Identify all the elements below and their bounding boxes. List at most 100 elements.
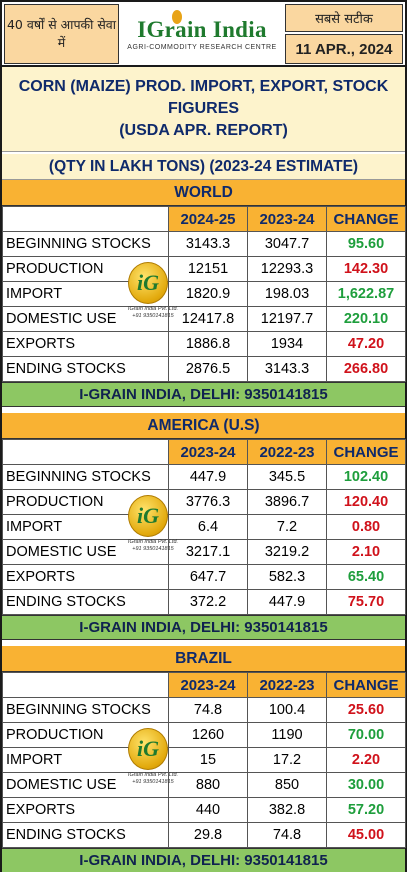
value-cell: 345.5	[247, 464, 327, 490]
table-row: IMPORT 1820.9 198.03 1,622.87	[2, 281, 406, 307]
value-cell: 74.8	[168, 697, 248, 723]
value-cell: 647.7	[168, 564, 248, 590]
row-label: PRODUCTION	[2, 256, 169, 282]
change-cell: 120.40	[326, 489, 406, 515]
value-cell: 100.4	[247, 697, 327, 723]
table-header-row: 2024-25 2023-24 CHANGE	[2, 206, 406, 232]
value-cell: 12293.3	[247, 256, 327, 282]
value-cell: 12417.8	[168, 306, 248, 332]
change-cell: 220.10	[326, 306, 406, 332]
value-cell: 3143.3	[247, 356, 327, 382]
change-cell: 30.00	[326, 772, 406, 798]
row-label: ENDING STOCKS	[2, 589, 169, 615]
table-row: DOMESTIC USE 880 850 30.00	[2, 772, 406, 798]
change-cell: 266.80	[326, 356, 406, 382]
table-row: ENDING STOCKS 372.2 447.9 75.70	[2, 589, 406, 615]
table-row: BEGINNING STOCKS 74.8 100.4 25.60	[2, 697, 406, 723]
contact-footer: I-GRAIN INDIA, DELHI: 9350141815	[2, 848, 405, 872]
value-cell: 12151	[168, 256, 248, 282]
data-table: 2023-24 2022-23 CHANGE BEGINNING STOCKS 447.…	[2, 439, 406, 615]
header-blank-cell	[2, 439, 169, 465]
value-cell: 3776.3	[168, 489, 248, 515]
title-line-1: CORN (MAIZE) PROD. IMPORT, EXPORT, STOCK	[18, 78, 389, 95]
data-table: 2024-25 2023-24 CHANGE BEGINNING STOCKS 3143…	[2, 206, 406, 382]
change-cell: 45.00	[326, 822, 406, 848]
value-cell: 440	[168, 797, 248, 823]
value-cell: 447.9	[168, 464, 248, 490]
brand-logo: IGrain India AGRI-COMMODITY RESEARCH CEN…	[122, 4, 282, 64]
change-cell: 65.40	[326, 564, 406, 590]
contact-footer: I-GRAIN INDIA, DELHI: 9350141815	[2, 615, 405, 640]
brand-title: IGrain India	[137, 17, 267, 42]
table-row: IMPORT 15 17.2 2.20	[2, 747, 406, 773]
row-label: PRODUCTION	[2, 489, 169, 515]
row-label: IMPORT	[2, 514, 169, 540]
value-cell: 447.9	[247, 589, 327, 615]
value-cell: 582.3	[247, 564, 327, 590]
column-header: 2023-24	[168, 672, 248, 698]
grain-icon	[172, 10, 182, 24]
table-row: DOMESTIC USE 3217.1 3219.2 2.10	[2, 539, 406, 565]
data-table: 2023-24 2022-23 CHANGE BEGINNING STOCKS 74.8…	[2, 672, 406, 848]
change-cell: 75.70	[326, 589, 406, 615]
change-cell: 2.20	[326, 747, 406, 773]
column-header: 2023-24	[247, 206, 327, 232]
change-cell: 2.10	[326, 539, 406, 565]
value-cell: 15	[168, 747, 248, 773]
change-cell: 102.40	[326, 464, 406, 490]
row-label: IMPORT	[2, 281, 169, 307]
row-label: BEGINNING STOCKS	[2, 697, 169, 723]
value-cell: 382.8	[247, 797, 327, 823]
value-cell: 1886.8	[168, 331, 248, 357]
value-cell: 29.8	[168, 822, 248, 848]
table-row: PRODUCTION 3776.3 3896.7 120.40	[2, 489, 406, 515]
change-cell: 70.00	[326, 722, 406, 748]
value-cell: 198.03	[247, 281, 327, 307]
section-title: AMERICA (U.S)	[2, 413, 405, 439]
value-cell: 3217.1	[168, 539, 248, 565]
table-header-row: 2023-24 2022-23 CHANGE	[2, 439, 406, 465]
value-cell: 6.4	[168, 514, 248, 540]
value-cell: 12197.7	[247, 306, 327, 332]
change-cell: 0.80	[326, 514, 406, 540]
column-header: CHANGE	[326, 206, 406, 232]
column-header: 2022-23	[247, 439, 327, 465]
value-cell: 850	[247, 772, 327, 798]
table-row: EXPORTS 647.7 582.3 65.40	[2, 564, 406, 590]
table-row: BEGINNING STOCKS 447.9 345.5 102.40	[2, 464, 406, 490]
row-label: DOMESTIC USE	[2, 306, 169, 332]
change-cell: 25.60	[326, 697, 406, 723]
value-cell: 2876.5	[168, 356, 248, 382]
row-label: IMPORT	[2, 747, 169, 773]
value-cell: 1934	[247, 331, 327, 357]
value-cell: 3896.7	[247, 489, 327, 515]
table-row: BEGINNING STOCKS 3143.3 3047.7 95.60	[2, 231, 406, 257]
row-label: PRODUCTION	[2, 722, 169, 748]
value-cell: 3047.7	[247, 231, 327, 257]
row-label: ENDING STOCKS	[2, 356, 169, 382]
accuracy-badge: सबसे सटीक	[285, 4, 403, 32]
quantity-unit-note: (QTY IN LAKH TONS) (2023-24 ESTIMATE)	[2, 154, 405, 180]
table-row: PRODUCTION 12151 12293.3 142.30	[2, 256, 406, 282]
value-cell: 1190	[247, 722, 327, 748]
column-header: CHANGE	[326, 439, 406, 465]
title-line-2: FIGURES	[167, 100, 240, 117]
row-label: DOMESTIC USE	[2, 772, 169, 798]
value-cell: 880	[168, 772, 248, 798]
table-row: ENDING STOCKS 29.8 74.8 45.00	[2, 822, 406, 848]
value-cell: 1260	[168, 722, 248, 748]
change-cell: 142.30	[326, 256, 406, 282]
header: 40 वर्षों से आपकी सेवा में IGrain India …	[2, 2, 405, 67]
table-header-row: 2023-24 2022-23 CHANGE	[2, 672, 406, 698]
value-cell: 3143.3	[168, 231, 248, 257]
report-title: CORN (MAIZE) PROD. IMPORT, EXPORT, STOCK…	[2, 67, 405, 152]
table-row: DOMESTIC USE 12417.8 12197.7 220.10	[2, 306, 406, 332]
change-cell: 47.20	[326, 331, 406, 357]
header-blank-cell	[2, 206, 169, 232]
change-cell: 1,622.87	[326, 281, 406, 307]
change-cell: 95.60	[326, 231, 406, 257]
value-cell: 74.8	[247, 822, 327, 848]
table-row: EXPORTS 1886.8 1934 47.20	[2, 331, 406, 357]
row-label: DOMESTIC USE	[2, 539, 169, 565]
